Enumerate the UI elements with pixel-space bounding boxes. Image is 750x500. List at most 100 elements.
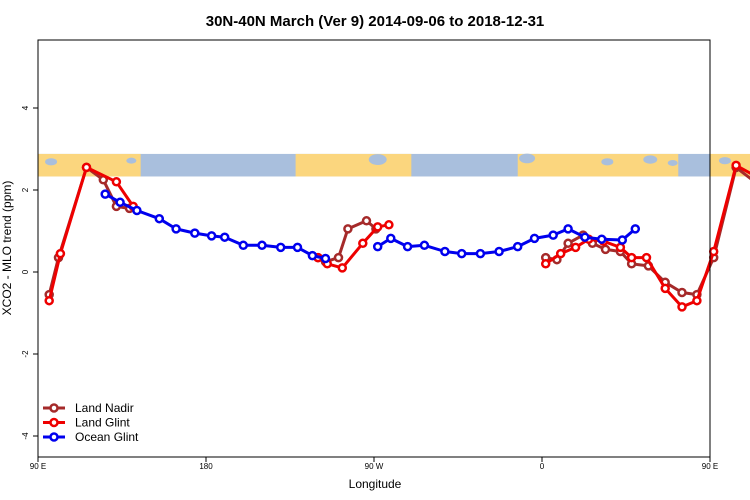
series-land-nadir bbox=[44, 162, 750, 300]
data-point bbox=[529, 233, 540, 244]
series-ocean-glint bbox=[100, 189, 641, 264]
x-axis-label: Longitude bbox=[349, 477, 402, 491]
data-point bbox=[171, 224, 181, 234]
data-point bbox=[563, 238, 573, 249]
legend-marker bbox=[49, 417, 59, 428]
data-point bbox=[190, 228, 200, 238]
y-tick-label: -4 bbox=[21, 432, 30, 440]
data-point bbox=[55, 248, 66, 259]
map-band-land bbox=[295, 153, 412, 177]
x-axis: 90 E 180 90 W 0 90 E bbox=[30, 457, 718, 471]
series-land-glint bbox=[44, 160, 750, 312]
data-point bbox=[333, 252, 344, 263]
data-point bbox=[600, 244, 611, 255]
data-point bbox=[440, 246, 450, 257]
y-tick-label: -2 bbox=[21, 350, 30, 358]
data-point bbox=[402, 241, 413, 252]
data-point bbox=[419, 240, 430, 251]
data-point bbox=[626, 252, 637, 263]
series-layer bbox=[44, 160, 750, 312]
data-point bbox=[692, 295, 702, 306]
series-line bbox=[376, 227, 637, 256]
data-point bbox=[44, 295, 54, 306]
data-point bbox=[677, 302, 687, 312]
x-tick-label: 90 W bbox=[365, 462, 384, 471]
x-tick-label: 90 E bbox=[30, 462, 46, 471]
map-band bbox=[38, 153, 750, 177]
data-point bbox=[320, 253, 331, 264]
x-tick-label: 180 bbox=[199, 462, 213, 471]
data-point bbox=[615, 242, 626, 253]
legend-marker bbox=[49, 432, 59, 442]
legend-item: Land Glint bbox=[43, 416, 130, 430]
map-band-water bbox=[643, 155, 658, 164]
map-band-water bbox=[519, 153, 536, 164]
y-axis-label: XCO2 - MLO trend (ppm) bbox=[0, 181, 14, 316]
legend-label: Ocean Glint bbox=[75, 430, 139, 444]
data-point bbox=[555, 248, 566, 259]
data-point bbox=[358, 238, 368, 249]
y-axis: -4 -2 0 2 4 bbox=[21, 105, 38, 440]
legend-item: Land Nadir bbox=[43, 401, 134, 415]
data-point bbox=[641, 252, 652, 263]
data-point bbox=[275, 242, 286, 253]
chart-title: 30N-40N March (Ver 9) 2014-09-06 to 2018… bbox=[206, 13, 545, 30]
data-point bbox=[238, 240, 249, 251]
data-point bbox=[307, 250, 318, 261]
map-band-water bbox=[45, 158, 58, 166]
legend-item: Ocean Glint bbox=[43, 430, 139, 444]
data-point bbox=[100, 189, 110, 199]
data-point bbox=[580, 232, 590, 242]
x-tick-label: 90 E bbox=[702, 462, 718, 471]
data-point bbox=[570, 242, 581, 253]
series-line bbox=[104, 192, 326, 260]
data-point bbox=[372, 241, 383, 252]
data-point bbox=[81, 162, 92, 173]
data-point bbox=[596, 234, 607, 244]
legend-marker bbox=[49, 403, 59, 413]
data-point bbox=[386, 233, 396, 244]
data-point bbox=[617, 235, 628, 245]
series-line bbox=[47, 165, 135, 302]
data-point bbox=[660, 283, 670, 294]
y-tick-label: 2 bbox=[21, 187, 30, 192]
data-point bbox=[494, 246, 504, 257]
series-line bbox=[47, 165, 130, 295]
data-point bbox=[343, 224, 353, 234]
map-band-land bbox=[517, 153, 679, 177]
y-tick-label: 4 bbox=[21, 105, 30, 110]
data-point bbox=[563, 224, 573, 234]
data-point bbox=[115, 197, 125, 208]
data-point bbox=[257, 240, 267, 251]
data-point bbox=[731, 160, 741, 171]
data-point bbox=[456, 248, 467, 259]
data-point bbox=[361, 216, 372, 226]
data-point bbox=[548, 230, 558, 240]
data-point bbox=[206, 231, 217, 241]
data-point bbox=[512, 241, 523, 252]
map-band-water bbox=[667, 159, 678, 166]
data-point bbox=[372, 222, 383, 232]
y-tick-label: 0 bbox=[21, 269, 30, 274]
data-point bbox=[292, 242, 303, 253]
data-point bbox=[154, 213, 165, 224]
map-band-water bbox=[718, 157, 731, 165]
data-point bbox=[219, 232, 230, 242]
data-point bbox=[540, 259, 551, 269]
data-point bbox=[630, 224, 641, 234]
x-tick-label: 0 bbox=[540, 462, 545, 471]
map-band-water bbox=[601, 158, 614, 166]
data-point bbox=[384, 220, 394, 230]
data-point bbox=[132, 205, 142, 216]
map-band-water bbox=[368, 154, 387, 165]
legend-label: Land Nadir bbox=[75, 401, 134, 415]
map-band-water bbox=[126, 157, 137, 164]
data-point bbox=[111, 177, 122, 187]
legend-label: Land Glint bbox=[75, 416, 130, 430]
data-point bbox=[708, 246, 719, 257]
data-point bbox=[677, 287, 687, 298]
data-point bbox=[475, 248, 486, 259]
data-point bbox=[337, 263, 348, 273]
